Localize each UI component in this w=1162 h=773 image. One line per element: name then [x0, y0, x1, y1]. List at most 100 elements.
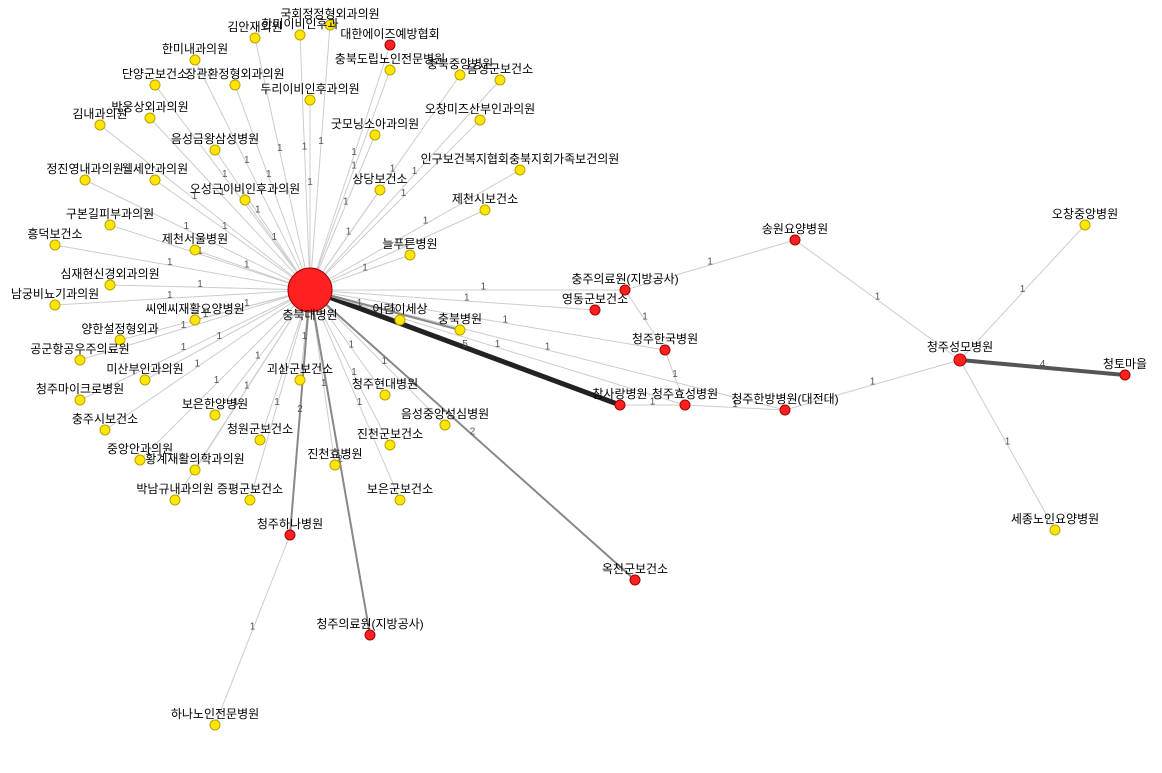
node-ochang_miz[interactable]: 오창미즈산부인과의원: [425, 102, 535, 125]
node-namgung[interactable]: 남궁비뇨기과의원: [11, 287, 99, 310]
node-label: 웰세안과의원: [122, 162, 188, 176]
node-jeungpyeong_bogeon[interactable]: 증평군보건소: [217, 482, 283, 505]
edge-weight: 1: [167, 257, 173, 268]
edge-weight: 1: [255, 205, 261, 216]
edge-weight: 1: [255, 350, 261, 361]
node-cheongju_hanbang[interactable]: 청주한방병원(대전대): [731, 392, 838, 415]
node-label: 청주효성병원: [652, 387, 718, 401]
node-cheongwon_bogeon[interactable]: 청원군보건소: [227, 422, 293, 445]
node-kimanjae[interactable]: 김안재의원: [227, 20, 282, 43]
node-boeun_hanyang[interactable]: 보은한양병원: [182, 397, 248, 420]
edge-weight: 2: [470, 427, 476, 438]
node-okcheon_bogeon[interactable]: 옥천군보건소: [602, 561, 668, 585]
node-label: 심재현신경외과의원: [60, 267, 159, 281]
node-boeun_bogeon[interactable]: 보은군보건소: [367, 482, 433, 505]
node-cheongju_hana[interactable]: 청주하나병원: [257, 517, 323, 540]
edge-weight: 1: [181, 342, 187, 353]
network-graph: 1111111111111111111111111111111111111111…: [0, 0, 1162, 773]
node-label: 씨엔씨재활요양병원: [145, 302, 244, 316]
node-eorini[interactable]: 어린이세상: [372, 302, 427, 325]
node-label: 제천서울병원: [162, 231, 228, 246]
edge-weight: 5: [462, 339, 468, 350]
edge-weight: 1: [362, 262, 368, 273]
edge-weight: 1: [1020, 284, 1026, 295]
edge-weight: 1: [401, 188, 407, 199]
edge-weight: 1: [222, 169, 228, 180]
edge-weight: 1: [271, 232, 277, 243]
node-jecheon_bogeon[interactable]: 제천시보건소: [452, 191, 518, 215]
node-cncijae[interactable]: 씨엔씨재활요양병원: [145, 302, 244, 325]
node-hwangye_jaehwal[interactable]: 황계재활의학과의원: [145, 452, 244, 475]
node-ochang_jungang[interactable]: 오창중앙병원: [1052, 207, 1118, 230]
node-label: 남궁비뇨기과의원: [11, 287, 99, 301]
node-jeongjin[interactable]: 정진영내과의원: [46, 162, 123, 185]
edge-weight: 1: [307, 177, 313, 188]
edge-weight: 1: [250, 622, 256, 633]
node-neulpureun[interactable]: 늘푸른병원: [382, 237, 437, 260]
edge-weight: 1: [244, 298, 250, 309]
node-inbang[interactable]: 인구보건복지협회충북지회가족보건의원: [421, 152, 620, 175]
node-label: 양한설정형외과: [81, 322, 158, 336]
node-daehan_aids[interactable]: 대한에이즈예방협회: [340, 27, 439, 50]
node-parknamgyu[interactable]: 박남규내과의원: [136, 482, 213, 505]
node-jecheon_seoul[interactable]: 제천서울병원: [162, 231, 228, 255]
node-label: 하나노인전문병원: [171, 707, 259, 721]
node-duri_ibin[interactable]: 두리이비인후과의원: [260, 82, 359, 105]
node-label: 참사랑병원: [592, 387, 647, 401]
node-eumseong_geumwang[interactable]: 음성금왕삼성병원: [171, 132, 259, 155]
node-label: 옥천군보건소: [602, 561, 668, 576]
node-label: 음성금왕삼성병원: [171, 132, 259, 146]
node-label: 굿모닝소아과의원: [331, 117, 419, 131]
node-cheongju_hankuk[interactable]: 청주한국병원: [632, 332, 698, 355]
edge-weight: 1: [351, 161, 357, 172]
node-label: 송원요양병원: [762, 222, 828, 236]
edge-weight: 1: [183, 221, 189, 232]
node-label: 음성군보건소: [467, 62, 533, 76]
edge-weight: 1: [672, 369, 678, 380]
node-label: 제천시보건소: [452, 191, 518, 206]
node-heungdeok_bogeon[interactable]: 흥덕보건소: [27, 227, 82, 250]
edge-weight: 1: [197, 279, 203, 290]
node-chamsarang[interactable]: 참사랑병원: [592, 387, 647, 410]
edge-weight: 1: [351, 147, 357, 158]
node-label: 황계재활의학과의원: [145, 452, 244, 466]
node-label: 청주의료원(지방공사): [316, 617, 423, 631]
node-eumseong_bogeon[interactable]: 음성군보건소: [467, 62, 533, 85]
edge-weight: 1: [194, 359, 200, 370]
edge-weight: 1: [381, 356, 387, 367]
node-hana_noin[interactable]: 하나노인전문병원: [171, 707, 259, 730]
node-label: 흥덕보건소: [27, 227, 82, 241]
node-sejong_noin[interactable]: 세종노인요양병원: [1011, 512, 1099, 535]
node-label: 상당보건소: [352, 172, 407, 186]
node-chungju_bogeon[interactable]: 충주시보건소: [72, 412, 138, 435]
edge-weight: 1: [495, 339, 501, 350]
node-oseonggeun[interactable]: 오성근이비인후과의원: [190, 182, 300, 205]
edge-weight: 1: [302, 331, 308, 342]
node-hanmi_naegwa[interactable]: 한미내과의원: [162, 42, 228, 65]
node-label: 청토마을: [1103, 357, 1147, 371]
node-jincheon_bogeon[interactable]: 진천군보건소: [357, 426, 423, 450]
edge-weight: 1: [870, 377, 876, 388]
edge-weight: 1: [642, 312, 648, 323]
node-goodmorning[interactable]: 굿모닝소아과의원: [331, 117, 419, 140]
node-jincheon_hyo[interactable]: 진천효병원: [307, 446, 362, 470]
node-label: 충주의료원(지방공사): [571, 272, 678, 286]
node-yeongdong_bogeon[interactable]: 영동군보건소: [562, 292, 628, 315]
node-label: 김내과의원: [72, 107, 127, 121]
node-songwon[interactable]: 송원요양병원: [762, 222, 828, 245]
edge-weight: 1: [357, 298, 363, 309]
node-danyang_bogeon[interactable]: 단양군보건소: [122, 67, 188, 90]
node-kimnaegwa[interactable]: 김내과의원: [72, 107, 127, 130]
node-label: 김안재의원: [227, 20, 282, 34]
edge-weight: 1: [244, 381, 250, 392]
node-label: 청주한방병원(대전대): [731, 392, 838, 406]
node-cheongju_euiryo[interactable]: 청주의료원(지방공사): [316, 617, 423, 640]
node-label: 청주마이크로병원: [36, 382, 124, 396]
node-label: 늘푸른병원: [382, 237, 437, 251]
node-cheongto[interactable]: 청토마을: [1103, 357, 1147, 380]
edge-weight: 2: [297, 404, 303, 415]
edge-weight: 1: [480, 282, 486, 293]
node-welsean[interactable]: 웰세안과의원: [122, 162, 188, 185]
edge-weight: 1: [214, 375, 220, 386]
node-cheongju_micro[interactable]: 청주마이크로병원: [36, 382, 124, 405]
